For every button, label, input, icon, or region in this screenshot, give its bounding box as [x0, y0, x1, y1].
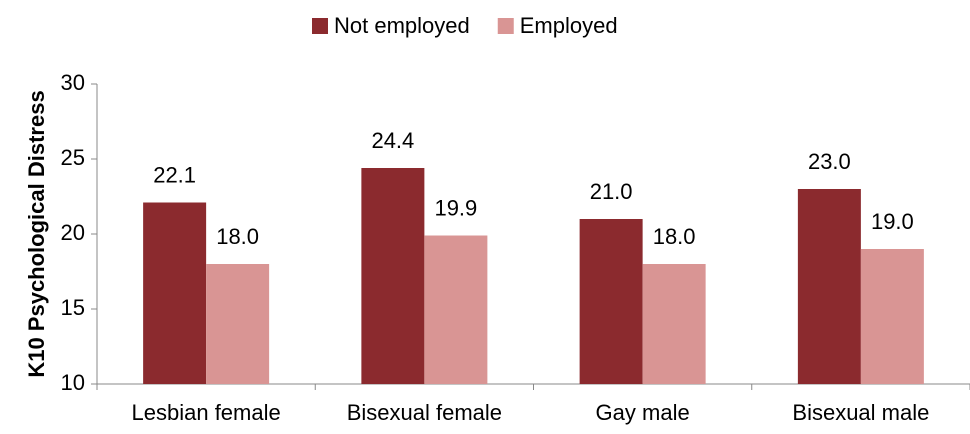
x-tick-label: Bisexual male: [792, 400, 929, 425]
x-tick-label: Bisexual female: [347, 400, 502, 425]
y-tick-label: 20: [61, 220, 85, 245]
bar: [642, 264, 706, 384]
bar: [797, 189, 861, 384]
legend-swatch: [312, 18, 328, 34]
x-tick-label: Gay male: [596, 400, 690, 425]
data-label: 19.9: [434, 195, 477, 220]
data-label: 22.1: [153, 162, 196, 187]
legend-label: Not employed: [334, 13, 470, 38]
x-tick-label: Lesbian female: [132, 400, 281, 425]
y-tick-label: 30: [61, 70, 85, 95]
legend-label: Employed: [520, 13, 618, 38]
legend-swatch: [497, 18, 514, 34]
bar: [361, 168, 425, 384]
y-tick-label: 25: [61, 145, 85, 170]
bar: [579, 219, 643, 384]
y-tick-label: 10: [61, 370, 85, 395]
data-label: 21.0: [590, 179, 633, 204]
data-label: 18.0: [653, 224, 696, 249]
data-label: 24.4: [371, 128, 414, 153]
bar: [424, 235, 488, 384]
data-label: 19.0: [871, 209, 914, 234]
data-label: 18.0: [216, 224, 259, 249]
bar: [143, 202, 207, 384]
bar: [206, 264, 270, 384]
y-axis-label: K10 Psychological Distress: [24, 90, 49, 377]
y-tick-label: 15: [61, 295, 85, 320]
data-label: 23.0: [808, 149, 851, 174]
bar: [860, 249, 924, 384]
